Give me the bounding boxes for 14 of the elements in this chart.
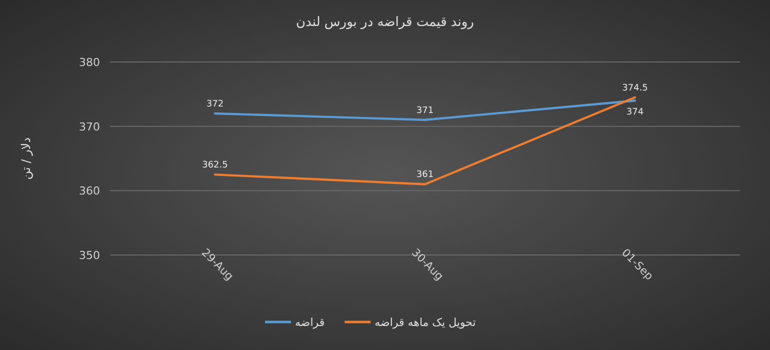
data-label: 374.5 xyxy=(622,83,648,94)
y-tick-label: 370 xyxy=(79,120,100,134)
data-label: 371 xyxy=(416,106,434,116)
data-label: 374 xyxy=(626,108,644,118)
y-tick-label: 360 xyxy=(79,184,100,198)
y-axis-title: دلار / تن xyxy=(19,137,33,180)
y-tick-label: 380 xyxy=(79,56,100,69)
data-label: 362.5 xyxy=(202,160,228,171)
legend-label: قراضه xyxy=(295,316,325,329)
data-label: 372 xyxy=(206,99,224,110)
data-label: 361 xyxy=(416,170,434,180)
chart-title: روند قیمت قراضه در بورس لندن xyxy=(296,15,474,30)
legend-label: تحویل یک ماهه قراضه xyxy=(374,316,476,329)
y-tick-label: 350 xyxy=(79,249,100,262)
